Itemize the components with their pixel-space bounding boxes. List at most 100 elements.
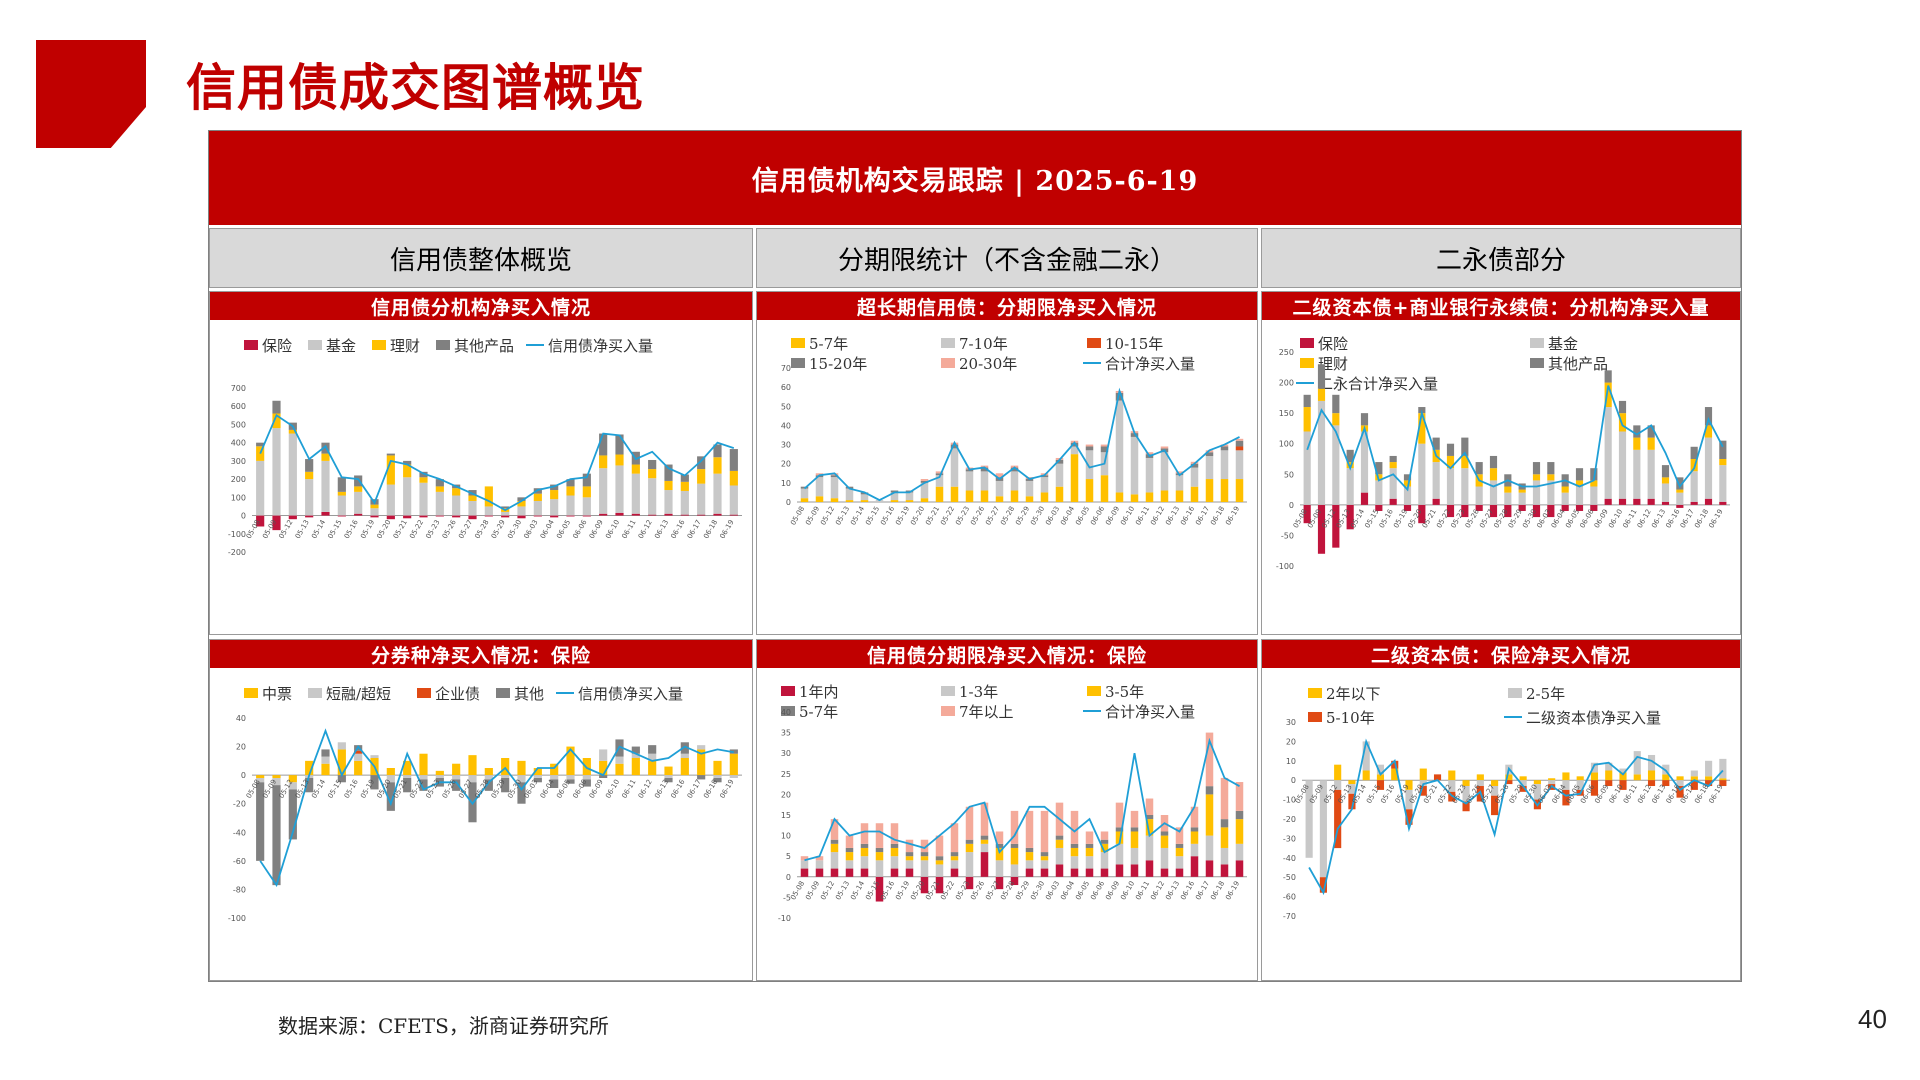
bar-segment bbox=[1235, 860, 1244, 877]
bar-segment bbox=[550, 499, 559, 516]
legend-item: 5-10年 bbox=[1308, 709, 1375, 727]
bar-segment bbox=[860, 843, 869, 848]
bar-segment bbox=[1115, 831, 1124, 844]
bar-segment bbox=[1504, 492, 1512, 505]
legend-item: 10-15年 bbox=[1087, 335, 1163, 353]
bar-segment bbox=[1085, 856, 1094, 869]
bar-segment bbox=[370, 515, 379, 518]
bar-segment bbox=[1205, 786, 1214, 795]
bar-segment bbox=[1130, 436, 1139, 495]
bar-segment bbox=[468, 495, 477, 501]
bar-segment bbox=[517, 515, 526, 519]
bar-segment bbox=[615, 465, 624, 513]
bar-segment bbox=[1562, 780, 1570, 790]
x-tick-label: 06-13 bbox=[653, 519, 670, 541]
bar-segment bbox=[680, 474, 689, 482]
bar-segment bbox=[1519, 786, 1527, 792]
legend-label: 理财 bbox=[390, 337, 420, 355]
bar-segment bbox=[1362, 741, 1370, 771]
bar-segment bbox=[484, 779, 493, 791]
legend-label: 保险 bbox=[1318, 335, 1348, 353]
y-tick-label: 10 bbox=[781, 479, 791, 488]
bar-segment bbox=[631, 464, 640, 474]
y-tick-label: 0 bbox=[1291, 776, 1296, 785]
bar-segment bbox=[1010, 843, 1019, 848]
bar-segment bbox=[468, 500, 477, 516]
bar-segment bbox=[995, 496, 1004, 502]
bar-segment bbox=[1115, 827, 1124, 832]
bar-segment bbox=[664, 464, 673, 481]
legend-label: 合计净买入量 bbox=[1105, 703, 1195, 721]
bar-segment bbox=[1115, 843, 1124, 865]
bar-segment bbox=[875, 876, 884, 902]
bar-segment bbox=[1448, 770, 1456, 781]
bar-segment bbox=[1205, 479, 1214, 502]
bar-segment bbox=[631, 753, 640, 758]
legend-swatch bbox=[308, 340, 322, 350]
bar-segment bbox=[1220, 450, 1229, 480]
bar-segment bbox=[1704, 498, 1713, 505]
y-tick-label: 600 bbox=[231, 402, 246, 411]
bar-segment bbox=[980, 843, 989, 853]
bar-segment bbox=[1633, 751, 1641, 775]
x-tick-label: 06-16 bbox=[669, 518, 686, 540]
bar-segment bbox=[1604, 498, 1612, 505]
bar-segment bbox=[830, 839, 839, 844]
bar-segment bbox=[713, 775, 722, 778]
bar-segment bbox=[664, 480, 673, 491]
chart-ultra-long-term: 5-7年 7-10年 10-15年 15-20年 20-30年 合计净买入量 0 10 20 30… bbox=[781, 335, 1247, 527]
bar-segment bbox=[615, 763, 624, 776]
bar-segment bbox=[1489, 504, 1498, 518]
bar-segment bbox=[697, 775, 706, 780]
bar-segment bbox=[337, 775, 346, 783]
bar-segment bbox=[920, 479, 929, 481]
bar-segment bbox=[1070, 442, 1079, 447]
legend-item: 理财 bbox=[372, 337, 420, 355]
bar-segment bbox=[1619, 780, 1627, 790]
bar-segment bbox=[1220, 819, 1229, 828]
y-tick-label: 300 bbox=[231, 457, 246, 466]
legend-label: 2-5年 bbox=[1526, 685, 1565, 703]
legend-swatch bbox=[417, 688, 431, 698]
bar-segment bbox=[1376, 764, 1385, 775]
bar-segment bbox=[501, 511, 510, 516]
bar-segment bbox=[980, 471, 989, 491]
bar-segment bbox=[1319, 780, 1327, 878]
bar-segment bbox=[1562, 772, 1570, 781]
bar-segment bbox=[965, 876, 974, 890]
bar-segment bbox=[419, 482, 428, 516]
legend-swatch bbox=[941, 358, 955, 368]
column-header-perpetual: 二永债部分 bbox=[1261, 228, 1741, 288]
bar-segment bbox=[1085, 450, 1094, 480]
bar-segment bbox=[1334, 764, 1342, 781]
legend-label: 信用债净买入量 bbox=[548, 337, 653, 355]
legend-label: 15-20年 bbox=[809, 355, 867, 373]
y-tick-label: 700 bbox=[231, 384, 246, 393]
bar-segment bbox=[533, 500, 542, 516]
x-tick-label: 06-18 bbox=[702, 778, 719, 800]
bar-segment bbox=[729, 449, 738, 471]
bar-segment bbox=[566, 746, 575, 776]
bar-segment bbox=[1676, 504, 1684, 508]
x-tick-label: 06-19 bbox=[1707, 783, 1724, 805]
bar-segment bbox=[1190, 827, 1199, 832]
bar-segment bbox=[1346, 468, 1354, 505]
bar-segment bbox=[550, 775, 559, 780]
bar-segment bbox=[1055, 459, 1064, 464]
bar-segment bbox=[1303, 394, 1311, 408]
bar-segment bbox=[1518, 489, 1526, 493]
bar-segment bbox=[1055, 835, 1064, 840]
legend-swatch bbox=[1308, 688, 1322, 698]
bar-segment bbox=[1130, 831, 1139, 848]
bar-segment bbox=[1676, 489, 1684, 493]
net-buy-line bbox=[1308, 738, 1724, 896]
bar-segment bbox=[845, 500, 854, 502]
bar-segment bbox=[648, 760, 657, 776]
bar-segment bbox=[815, 860, 824, 869]
bar-segment bbox=[905, 856, 914, 861]
legend-label: 合计净买入量 bbox=[1105, 355, 1195, 373]
legend-label: 中票 bbox=[262, 685, 292, 703]
bar-segment bbox=[631, 513, 640, 516]
y-tick-label: 0 bbox=[786, 873, 791, 882]
legend-item: 中票 bbox=[244, 685, 292, 703]
